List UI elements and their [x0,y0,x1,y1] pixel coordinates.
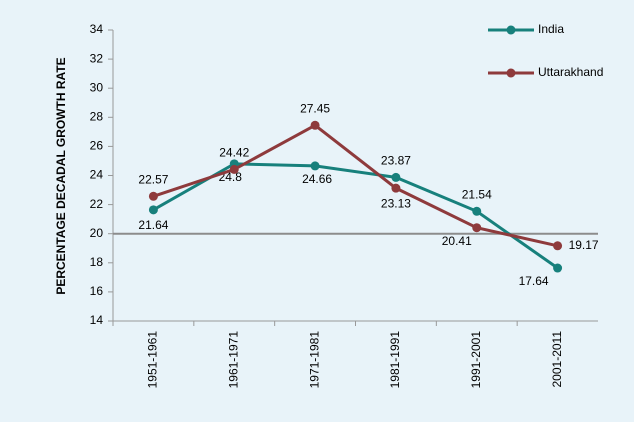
data-label: 23.87 [381,154,411,168]
y-tick-label: 24 [90,168,104,182]
x-tick-label: 1981-1991 [388,331,402,389]
y-tick-label: 18 [90,255,104,269]
x-tick-label: 1951-1961 [146,331,160,389]
y-tick-label: 20 [90,226,104,240]
x-tick-label: 2001-2011 [550,331,564,388]
data-label: 17.64 [519,274,549,288]
data-point [310,161,320,171]
data-label: 19.17 [569,238,599,252]
data-label: 21.64 [138,218,168,232]
series-line [152,123,558,248]
y-tick-label: 32 [90,51,104,65]
data-point [391,183,401,193]
data-label: 27.45 [300,101,330,115]
y-tick-label: 14 [90,313,104,327]
series-line [152,162,559,270]
legend-label: Uttarakhand [538,65,603,79]
data-label: 24.42 [219,146,249,160]
data-point [553,241,563,251]
data-label: 21.54 [462,187,492,201]
y-tick-label: 16 [90,284,104,298]
y-tick-label: 30 [90,80,104,94]
legend-marker [506,25,516,35]
data-point [148,191,158,201]
data-point [148,205,158,215]
data-point [472,223,482,233]
x-tick-label: 1971-1981 [307,331,321,389]
data-point [472,206,482,216]
legend-label: India [538,22,564,36]
x-tick-label: 1991-2001 [469,331,483,389]
data-label: 20.41 [442,234,472,248]
y-tick-label: 26 [90,139,104,153]
data-point [310,120,320,130]
y-tick-label: 28 [90,109,104,123]
data-point [391,172,401,182]
y-axis-label: PERCENTAGE DECADAL GROWTH RATE [54,57,68,294]
data-label: 22.57 [138,172,168,186]
x-tick-label: 1961-1971 [226,331,240,389]
y-tick-label: 34 [90,22,104,36]
legend-marker [506,68,516,78]
y-tick-label: 22 [90,197,104,211]
data-point [553,263,563,273]
data-label: 24.66 [302,172,332,186]
data-point [229,164,239,174]
data-label: 23.13 [381,196,411,210]
